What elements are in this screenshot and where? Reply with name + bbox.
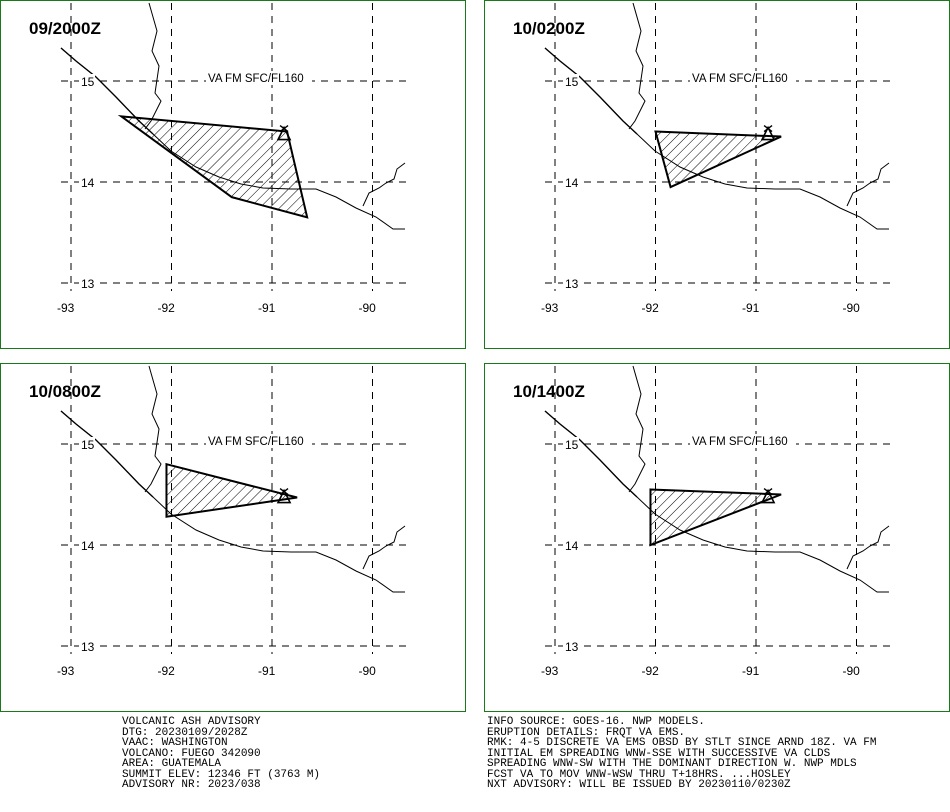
label-background <box>206 71 312 85</box>
volcano-marker-x <box>763 487 773 496</box>
ash-cloud-polygon <box>117 115 309 219</box>
advisory-line: ERUPTION DETAILS: FRQT VA EMS. <box>487 726 686 739</box>
map-panel-2: VA FM SFC/FL160 15 14 13 -93 -92 -91 -90 10/020… <box>484 0 950 349</box>
map-panel-4: VA FM SFC/FL160 15 14 13 -93 -92 -91 -90 10/140… <box>484 363 950 712</box>
volcano-marker-x <box>279 487 289 496</box>
advisory-line: VAAC: WASHINGTON <box>122 737 228 749</box>
lat-label-bg <box>563 74 579 88</box>
country-border <box>144 2 162 130</box>
latitude-tick-label: 15 <box>81 75 95 89</box>
longitude-tick-label: -93 <box>57 664 75 678</box>
coastline-shore <box>544 47 638 135</box>
map-panel-1: VA FM SFC/FL160 15 14 13 -93 -92 -91 -90 09/200… <box>0 0 466 349</box>
country-border <box>362 162 406 207</box>
lat-label-bg <box>563 538 579 552</box>
volcano-icon <box>760 125 776 141</box>
latitude-tick-label: 14 <box>81 176 95 190</box>
volcano-icon <box>276 488 292 504</box>
ash-cloud-polygon <box>654 130 782 189</box>
longitude-tick-label: -90 <box>359 301 377 315</box>
longitude-tick-label: -92 <box>642 664 660 678</box>
longitude-tick-label: -92 <box>158 301 176 315</box>
volcano-icon <box>276 125 292 141</box>
advisory-line: RMK: 4-5 DISCRETE VA EMS OBSD BY STLT SI… <box>487 737 877 749</box>
latitude-tick-label: 13 <box>565 277 579 291</box>
ash-cloud-polygon <box>649 488 782 547</box>
longitude-tick-label: -93 <box>541 664 559 678</box>
country-border <box>628 2 646 130</box>
label-background <box>206 434 312 448</box>
advisory-line: INITIAL EM SPREADING WNW-SSE WITH SUCCES… <box>487 747 831 760</box>
volcano-marker-x <box>279 124 289 133</box>
longitude-tick-label: -91 <box>258 301 276 315</box>
latitude-tick-label: 13 <box>565 640 579 654</box>
label-background <box>690 71 796 85</box>
latitude-tick-label: 13 <box>81 640 95 654</box>
longitude-tick-label: -91 <box>742 301 760 315</box>
advisory-line: VOLCANO: FUEGO 342090 <box>122 747 261 760</box>
map-canvas-4: VA FM SFC/FL160 15 14 13 -93 -92 -91 -90 <box>541 365 895 678</box>
advisory-line: DTG: 20230109/2028Z <box>122 726 248 739</box>
lat-label-bg <box>79 74 95 88</box>
map-canvas-3: VA FM SFC/FL160 15 14 13 -93 -92 -91 -90 <box>57 365 411 678</box>
longitude-tick-label: -92 <box>642 301 660 315</box>
advisory-remarks-block: INFO SOURCE: GOES-16. NWP MODELS. ERUPTI… <box>487 717 876 791</box>
map-canvas-2: VA FM SFC/FL160 15 14 13 -93 -92 -91 -90 <box>541 2 895 315</box>
longitude-tick-label: -93 <box>57 301 75 315</box>
lat-label-bg <box>563 437 579 451</box>
country-border <box>144 365 162 493</box>
longitude-tick-label: -92 <box>158 664 176 678</box>
latitude-tick-label: 15 <box>565 438 579 452</box>
advisory-line: VOLCANIC ASH ADVISORY <box>122 716 261 728</box>
panel-time-title: 10/0800Z <box>29 382 101 401</box>
lat-label-bg <box>79 538 95 552</box>
volcano-icon <box>760 488 776 504</box>
advisory-line: AREA: GUATEMALA <box>122 758 222 770</box>
longitude-tick-label: -91 <box>742 664 760 678</box>
lat-label-bg <box>79 175 95 189</box>
advisory-line: FCST VA TO MOV WNW-WSW THRU T+18HRS. ...… <box>487 768 791 781</box>
label-background <box>690 434 796 448</box>
longitude-tick-label: -90 <box>359 664 377 678</box>
volcano-marker-x <box>763 124 773 133</box>
latitude-tick-label: 14 <box>565 176 579 190</box>
map-panel-3: VA FM SFC/FL160 15 14 13 -93 -92 -91 -90 10/080… <box>0 363 466 712</box>
altitude-label: VA FM SFC/FL160 <box>692 73 788 85</box>
lat-label-bg <box>563 276 579 290</box>
advisory-line: SPREADING WNW-SW WITH THE DOMINANT DIREC… <box>487 758 857 770</box>
longitude-tick-label: -90 <box>843 664 861 678</box>
altitude-label: VA FM SFC/FL160 <box>692 436 788 448</box>
longitude-tick-label: -90 <box>843 301 861 315</box>
advisory-line: NXT ADVISORY: WILL BE ISSUED BY 20230110… <box>487 779 791 791</box>
longitude-tick-label: -91 <box>258 664 276 678</box>
panel-time-title: 10/1400Z <box>513 382 585 401</box>
lat-label-bg <box>79 639 95 653</box>
panel-time-title: 09/2000Z <box>29 19 101 38</box>
lat-label-bg <box>563 639 579 653</box>
latitude-tick-label: 14 <box>565 539 579 553</box>
altitude-label: VA FM SFC/FL160 <box>208 436 304 448</box>
advisory-header-block: VOLCANIC ASH ADVISORY DTG: 20230109/2028… <box>122 717 320 791</box>
advisory-line: INFO SOURCE: GOES-16. NWP MODELS. <box>487 716 705 728</box>
lat-label-bg <box>79 276 95 290</box>
country-border <box>846 525 890 570</box>
longitude-tick-label: -93 <box>541 301 559 315</box>
latitude-tick-label: 15 <box>565 75 579 89</box>
altitude-label: VA FM SFC/FL160 <box>208 73 304 85</box>
country-border <box>846 162 890 207</box>
latitude-tick-label: 13 <box>81 277 95 291</box>
country-border <box>362 525 406 570</box>
coastline-shore <box>60 410 154 498</box>
advisory-line: SUMMIT ELEV: 12346 FT (3763 M) <box>122 768 321 781</box>
country-border <box>628 365 646 493</box>
latitude-tick-label: 14 <box>81 539 95 553</box>
ash-cloud-polygon <box>165 462 298 518</box>
latitude-tick-label: 15 <box>81 438 95 452</box>
map-canvas-1: VA FM SFC/FL160 15 14 13 -93 -92 -91 -90 <box>57 2 411 315</box>
panel-time-title: 10/0200Z <box>513 19 585 38</box>
coastline-shore <box>544 410 638 498</box>
advisory-line: ADVISORY NR: 2023/038 <box>122 779 261 791</box>
lat-label-bg <box>79 437 95 451</box>
lat-label-bg <box>563 175 579 189</box>
